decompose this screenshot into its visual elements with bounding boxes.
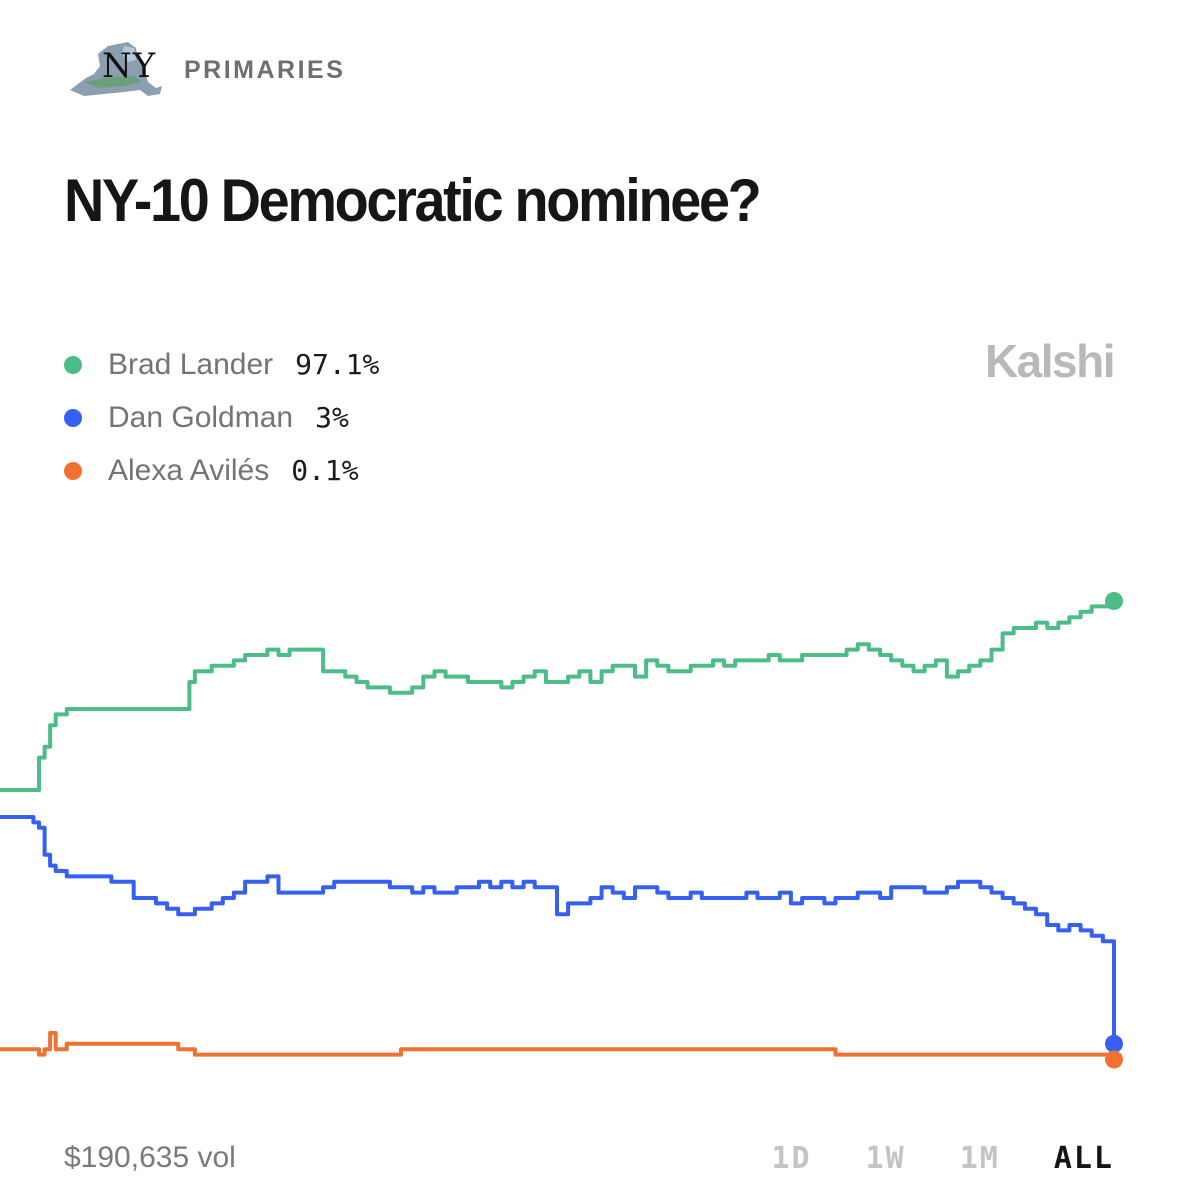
- legend-color-dot: [64, 355, 82, 374]
- legend-candidate-name: Brad Lander: [108, 347, 274, 381]
- legend-candidate-chance: 97.1%: [295, 348, 380, 381]
- chart-legend: Brad Lander 97.1% Dan Goldman 3% Alexa A…: [64, 338, 379, 497]
- legend-item-dan-goldman: Dan Goldman 3%: [64, 391, 379, 444]
- kalshi-logo: Kalshi: [984, 335, 1116, 387]
- section-kicker: PRIMARIES: [184, 55, 346, 84]
- legend-color-dot: [64, 408, 82, 427]
- series-endpoint-alexa-avil-s: [1105, 1050, 1123, 1069]
- series-endpoint-brad-lander: [1105, 592, 1123, 610]
- series-endpoint-dan-goldman: [1105, 1034, 1123, 1053]
- series-line-alexa-avil-s: [0, 1031, 1116, 1060]
- trading-volume: $190,635 vol: [64, 1141, 236, 1174]
- market-title: NY-10 Democratic nominee?: [64, 167, 762, 234]
- legend-candidate-name: Alexa Avilés: [108, 453, 270, 487]
- legend-item-alexa-aviles: Alexa Avilés 0.1%: [64, 444, 379, 497]
- time-range-selector: 1D 1W 1M ALL: [717, 1141, 1114, 1176]
- legend-color-dot: [64, 461, 82, 480]
- legend-candidate-name: Dan Goldman: [108, 400, 294, 434]
- ny-primaries-logo: NY: [64, 38, 166, 102]
- series-line-dan-goldman: [0, 815, 1116, 1044]
- header: NY PRIMARIES: [64, 38, 345, 102]
- legend-candidate-chance: 3%: [315, 401, 349, 434]
- ny-logo-text: NY: [102, 46, 157, 86]
- range-1m-button[interactable]: 1M: [959, 1140, 1000, 1176]
- range-1d-button[interactable]: 1D: [771, 1140, 812, 1176]
- series-line-brad-lander: [0, 601, 1116, 792]
- new-york-state-map-icon: [70, 42, 162, 96]
- legend-candidate-chance: 0.1%: [291, 454, 359, 487]
- price-history-chart[interactable]: [0, 520, 1178, 1080]
- range-all-button[interactable]: ALL: [1053, 1140, 1114, 1176]
- legend-item-brad-lander: Brad Lander 97.1%: [64, 338, 379, 391]
- range-1w-button[interactable]: 1W: [865, 1140, 906, 1176]
- chart-footer: $190,635 vol 1D 1W 1M ALL: [64, 1134, 1114, 1182]
